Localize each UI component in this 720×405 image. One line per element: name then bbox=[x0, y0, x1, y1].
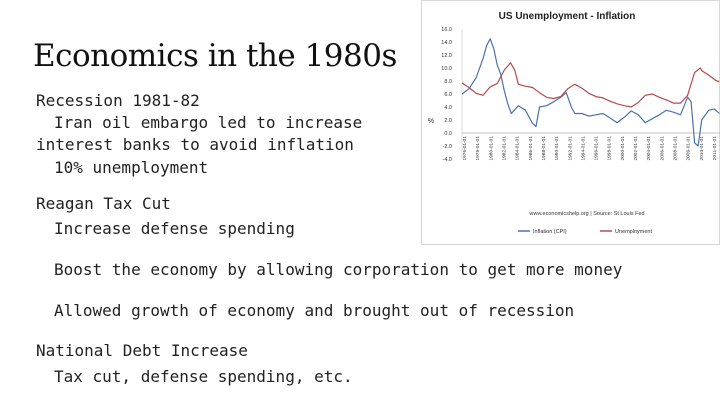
bullet-defense-spending: Increase defense spending bbox=[54, 219, 295, 238]
x-tick-label: 2002-01-01 bbox=[633, 136, 639, 161]
y-tick-label: 2.0 bbox=[444, 118, 452, 124]
y-axis-label: % bbox=[428, 118, 434, 125]
chart-plot-area bbox=[461, 38, 720, 147]
y-tick-label: 10.0 bbox=[441, 66, 452, 72]
x-tick-label: 1979-01-01 bbox=[475, 136, 481, 161]
bullet-national-debt: National Debt Increase bbox=[36, 341, 248, 360]
x-tick-label: 2009-01-01 bbox=[686, 136, 692, 161]
chart-axes: 16.0 14.0 12.0 10.0 8.0 6.0 4.0 2.0 0.0 -2.0 -4.0 1… bbox=[441, 27, 720, 163]
bullet-boost-economy: Boost the economy by allowing corporatio… bbox=[54, 260, 623, 279]
x-tick-label: 2010-01-01 bbox=[699, 136, 705, 161]
chart-panel: US Unemployment - Inflation % 16.0 14.0 12… bbox=[421, 0, 720, 245]
slide-title: Economics in the 1980s bbox=[33, 38, 397, 74]
y-tick-label: -4.0 bbox=[443, 157, 452, 163]
x-tick-label: 1996-01-01 bbox=[594, 136, 600, 161]
y-tick-label: 4.0 bbox=[444, 105, 452, 111]
bullet-iran-oil: Iran oil embargo led to increase bbox=[54, 113, 363, 132]
chart-title: US Unemployment - Inflation bbox=[499, 11, 636, 22]
unemployment-inflation-chart: US Unemployment - Inflation % 16.0 14.0 12… bbox=[428, 11, 720, 235]
y-tick-label: 6.0 bbox=[444, 92, 452, 98]
x-tick-label: 2000-01-01 bbox=[620, 136, 626, 161]
x-tick-label: 1986-01-01 bbox=[528, 136, 534, 161]
y-tick-label: 14.0 bbox=[441, 40, 452, 46]
y-tick-label: 16.0 bbox=[441, 27, 452, 33]
chart-source-note: www.economicshelp.org | Source: St Louis… bbox=[528, 211, 644, 217]
x-tick-label: 1994-01-01 bbox=[580, 136, 586, 161]
x-tick-label: 1992-01-01 bbox=[567, 136, 573, 161]
y-tick-label: 12.0 bbox=[441, 53, 452, 59]
y-tick-label: -2.0 bbox=[443, 144, 452, 150]
y-tick-label: 8.0 bbox=[444, 79, 452, 85]
x-tick-label: 2011-01-01 bbox=[712, 136, 718, 161]
series-line-inflation bbox=[461, 38, 720, 147]
legend-label-inflation: Inflation (CPI) bbox=[533, 229, 567, 235]
chart-legend: Inflation (CPI) Unemployment bbox=[518, 229, 652, 235]
series-line-unemployment bbox=[461, 62, 720, 108]
bullet-reagan-tax-cut: Reagan Tax Cut bbox=[36, 194, 171, 213]
bullet-interest-banks: interest banks to avoid inflation bbox=[36, 135, 354, 154]
x-tick-label: 1988-01-01 bbox=[541, 136, 547, 161]
bullet-tax-cut-defense: Tax cut, defense spending, etc. bbox=[54, 367, 353, 386]
y-tick-label: 0.0 bbox=[444, 131, 452, 137]
x-tick-label: 1980-01-01 bbox=[488, 136, 494, 161]
x-tick-label: 2008-01-01 bbox=[673, 136, 679, 161]
x-tick-label: 2004-01-01 bbox=[646, 136, 652, 161]
x-tick-label: 1990-01-01 bbox=[554, 136, 560, 161]
bullet-unemployment: 10% unemployment bbox=[54, 158, 209, 177]
legend-label-unemployment: Unemployment bbox=[615, 229, 652, 235]
x-tick-label: 1998-01-01 bbox=[607, 136, 613, 161]
bullet-recession: Recession 1981-82 bbox=[36, 91, 200, 110]
bullet-economy-growth: Allowed growth of economy and brought ou… bbox=[54, 301, 575, 320]
x-tick-label: 2006-01-01 bbox=[659, 136, 665, 161]
x-tick-label: 1984-01-01 bbox=[515, 136, 521, 161]
x-tick-label: 1976-01-01 bbox=[462, 136, 468, 161]
x-tick-label: 1982-01-01 bbox=[501, 136, 507, 161]
